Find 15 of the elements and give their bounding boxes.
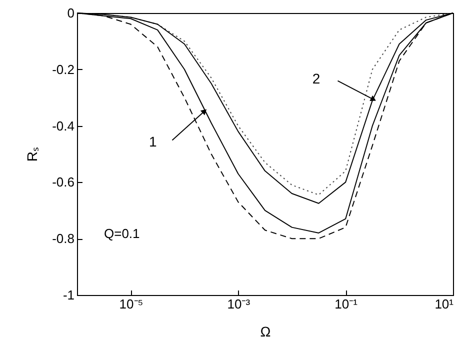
annotation: 2	[312, 70, 320, 86]
y-axis-title: Rₛ	[24, 147, 40, 162]
x-tick-label: 10¹	[434, 296, 454, 312]
y-tick-label: -0.4	[52, 118, 74, 134]
x-axis-title: Ω	[260, 324, 271, 340]
x-tick-label: 10⁻¹	[334, 296, 358, 312]
y-tick-label: -0.2	[52, 62, 74, 77]
y-tick-label: -0.8	[52, 231, 74, 246]
y-tick-label: -0.6	[52, 174, 74, 190]
x-tick-label: 10⁻⁵	[119, 296, 144, 312]
y-tick-label: -1	[62, 288, 74, 302]
annotation: 1	[148, 134, 157, 150]
x-tick-label: 10⁻³	[227, 296, 251, 312]
annotation: Q=0.1	[104, 226, 140, 241]
y-tick-label: 0	[67, 6, 74, 20]
